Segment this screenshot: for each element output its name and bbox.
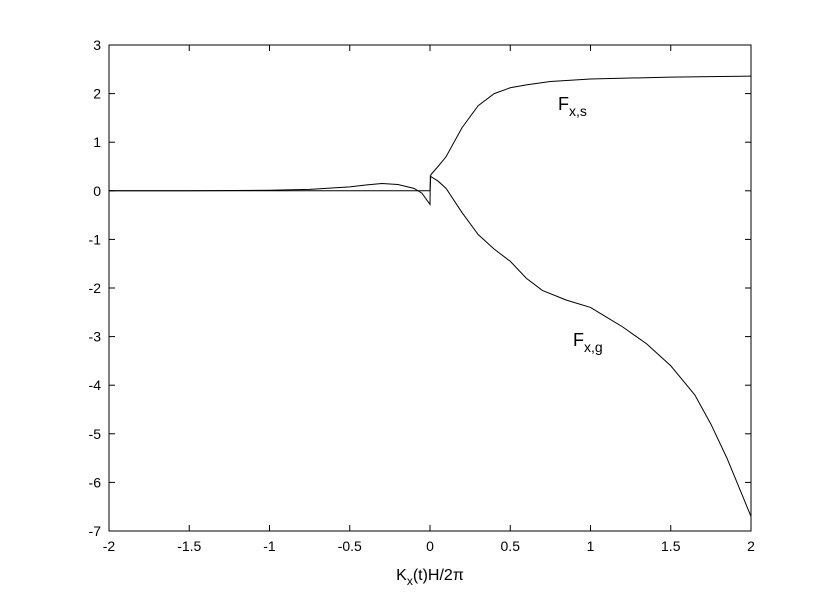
x-axis-label-subscript: x xyxy=(407,574,413,588)
line xyxy=(109,75,752,192)
y-tick-label: 2 xyxy=(93,86,101,102)
x-tick-label: 0 xyxy=(426,538,434,554)
x-tick-label: -1.5 xyxy=(177,538,201,554)
y-tick-label: 1 xyxy=(93,134,101,150)
y-tick-label: -3 xyxy=(89,329,102,345)
annotation: Fx,g xyxy=(573,330,603,355)
annotation-base: F xyxy=(558,94,569,114)
x-tick-label: -0.5 xyxy=(338,538,362,554)
annotation: Fx,s xyxy=(558,94,587,119)
x-tick-label: 1 xyxy=(587,538,595,554)
y-tick-label: -2 xyxy=(89,280,102,296)
annotation-subscript: x,g xyxy=(584,339,603,355)
y-tick-label: -4 xyxy=(89,377,102,393)
y-tick-label: -1 xyxy=(89,231,102,247)
x-tick-label: -1 xyxy=(263,538,276,554)
line xyxy=(109,175,752,517)
annotation-subscript: x,s xyxy=(569,103,587,119)
x-axis-label-base: K xyxy=(396,567,407,584)
x-axis-label: Kx(t)H/2π xyxy=(396,567,464,588)
annotation-base: F xyxy=(573,330,584,350)
y-tick-label: -6 xyxy=(89,474,102,490)
x-tick-label: 0.5 xyxy=(501,538,521,554)
x-axis-label-rest: (t)H/2π xyxy=(413,567,464,584)
y-tick-label: 0 xyxy=(93,183,101,199)
y-tick-label: -5 xyxy=(89,426,102,442)
x-tick-label: 1.5 xyxy=(661,538,681,554)
y-tick-label: -7 xyxy=(89,523,102,539)
x-tick-label: 2 xyxy=(747,538,755,554)
x-tick-label: -2 xyxy=(103,538,116,554)
y-tick-label: 3 xyxy=(93,37,101,53)
